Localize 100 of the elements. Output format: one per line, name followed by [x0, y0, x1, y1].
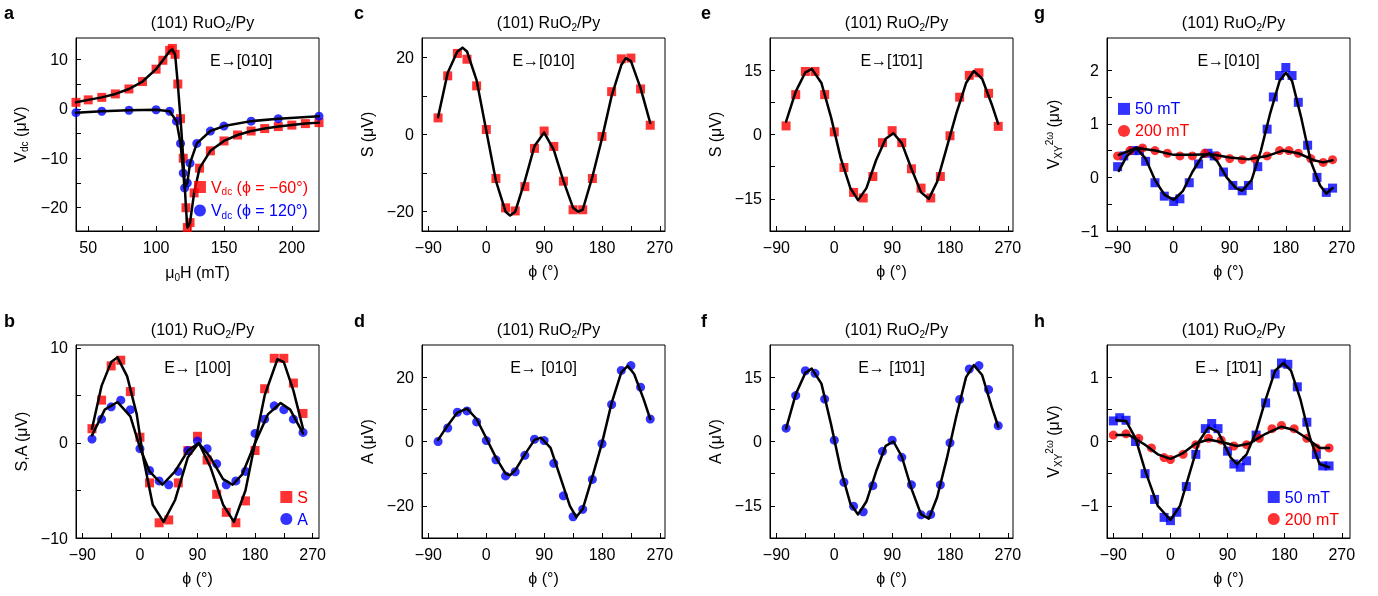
x-tick-label: 270: [646, 238, 674, 256]
legend-label: S: [297, 488, 308, 506]
x-tick-label: 180: [1271, 545, 1299, 563]
x-axis-title: ϕ (°): [182, 569, 213, 587]
annotation: E→[010]: [512, 51, 575, 69]
y-axis-title: S (μV): [707, 111, 725, 158]
x-tick-label: −90: [1099, 545, 1128, 563]
y-tick-label: 0: [59, 100, 69, 118]
y-axis-title: VXY2ω (μv): [1043, 99, 1064, 170]
x-tick-label: −90: [762, 545, 791, 563]
x-tick-label: 0: [135, 545, 145, 563]
y-tick-label: 0: [405, 126, 415, 143]
x-tick-label: 180: [588, 238, 616, 256]
y-tick-label: 1: [1090, 115, 1100, 133]
y-tick-label: 0: [1090, 433, 1100, 450]
x-tick-label: −90: [414, 238, 443, 256]
x-tick-label: −90: [1104, 238, 1132, 256]
y-axis-title: VXY2ω (μV): [1043, 405, 1064, 478]
x-tick-label: 0: [1165, 545, 1175, 563]
x-tick-label: 90: [535, 545, 554, 563]
y-axis-title: S (μV): [359, 111, 377, 158]
legend-label: 200 mT: [1135, 122, 1190, 140]
x-axis-title: ϕ (°): [1213, 569, 1244, 587]
annotation: E→[010]: [210, 51, 273, 69]
x-tick-label: 270: [994, 545, 1022, 563]
x-tick-label: 0: [829, 238, 839, 256]
text: b: [4, 311, 15, 331]
y-axis-title: A (μV): [707, 419, 725, 464]
text: h: [1034, 311, 1045, 331]
x-tick-label: 0: [481, 238, 491, 256]
text: c: [354, 3, 365, 23]
x-tick-label: −90: [762, 238, 791, 256]
y-tick-label: 0: [405, 433, 415, 450]
y-tick-label: 15: [744, 61, 763, 79]
annotation: E→ [1̄01]: [1195, 358, 1262, 376]
y-axis-title: A (μV): [359, 419, 377, 464]
x-tick-label: 0: [481, 545, 491, 563]
legend-label: 50 mT: [1284, 488, 1331, 506]
x-axis-title: ϕ (°): [876, 569, 907, 587]
x-tick-label: 90: [188, 545, 207, 563]
x-tick-label: 50: [79, 238, 98, 256]
annotation: E→[010]: [1197, 51, 1260, 69]
y-tick-label: −10: [40, 149, 69, 167]
y-tick-label: −20: [386, 203, 415, 221]
x-tick-label: 180: [1272, 238, 1300, 256]
text: e: [701, 3, 712, 23]
x-tick-label: 180: [936, 545, 964, 563]
legend-label: 50 mT: [1135, 100, 1181, 118]
x-tick-label: 90: [535, 238, 554, 256]
y-tick-label: −1: [1080, 222, 1100, 240]
x-tick-label: −90: [414, 545, 443, 563]
x-tick-label: 100: [142, 238, 170, 256]
y-tick-label: 0: [753, 433, 763, 450]
y-tick-label: 20: [396, 368, 415, 386]
x-tick-label: 0: [1169, 238, 1179, 256]
x-axis-title: ϕ (°): [528, 262, 559, 280]
y-tick-label: −20: [386, 497, 415, 515]
legend-label: A: [297, 510, 309, 528]
y-tick-label: 0: [753, 126, 763, 143]
x-tick-label: 90: [883, 238, 902, 256]
x-tick-label: 270: [994, 238, 1022, 256]
y-tick-label: 10: [50, 50, 69, 68]
y-tick-label: −1: [1080, 497, 1100, 515]
y-tick-label: 0: [59, 434, 69, 452]
y-tick-label: 15: [744, 368, 763, 386]
y-tick-label: 1: [1090, 368, 1100, 386]
text: g: [1034, 3, 1045, 23]
annotation: E→ [100]: [164, 358, 231, 376]
x-tick-label: 90: [1218, 545, 1237, 563]
y-tick-label: −15: [734, 497, 763, 515]
x-tick-label: 180: [241, 545, 269, 563]
y-tick-label: −15: [734, 190, 763, 208]
x-tick-label: 90: [1220, 238, 1239, 256]
x-axis-title: ϕ (°): [876, 262, 907, 280]
y-tick-label: −20: [40, 199, 69, 217]
text: f: [701, 311, 708, 331]
x-tick-label: 270: [1328, 545, 1356, 563]
x-tick-label: 0: [829, 545, 839, 563]
x-tick-label: 270: [299, 545, 327, 563]
text: a: [4, 3, 15, 23]
annotation: E→[1̄01]: [860, 51, 923, 69]
x-tick-label: 200: [278, 238, 306, 256]
legend-label: 200 mT: [1284, 510, 1340, 528]
annotation: E→ [1̄01]: [858, 358, 925, 376]
x-tick-label: 270: [1328, 238, 1356, 256]
text: d: [354, 311, 365, 331]
y-tick-label: 2: [1090, 61, 1100, 79]
x-tick-label: 180: [936, 238, 964, 256]
annotation: E→ [010]: [510, 358, 577, 376]
x-axis-title: ϕ (°): [1213, 262, 1244, 280]
x-tick-label: 180: [588, 545, 616, 563]
x-tick-label: 270: [646, 545, 674, 563]
x-axis-title: ϕ (°): [528, 569, 559, 587]
x-tick-label: 90: [883, 545, 902, 563]
y-tick-label: −10: [40, 529, 69, 547]
y-axis-title: Vdc (μV): [11, 106, 31, 163]
y-tick-label: 0: [1090, 168, 1100, 186]
x-tick-label: −90: [68, 545, 97, 563]
y-tick-label: 10: [50, 339, 69, 357]
y-axis-title: S,A (μV): [13, 411, 31, 472]
